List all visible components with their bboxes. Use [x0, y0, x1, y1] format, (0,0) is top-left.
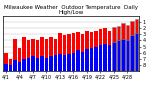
Bar — [13, 60, 17, 71]
Bar — [117, 40, 120, 71]
Bar — [103, 44, 107, 71]
Bar — [72, 53, 75, 71]
Bar — [135, 33, 138, 71]
Bar — [81, 34, 84, 71]
Bar — [27, 58, 30, 71]
Bar — [18, 48, 21, 71]
Bar — [58, 54, 62, 71]
Bar — [76, 50, 80, 71]
Bar — [99, 29, 102, 71]
Bar — [31, 56, 35, 71]
Bar — [63, 35, 66, 71]
Bar — [130, 21, 134, 71]
Bar — [72, 33, 75, 71]
Title: Milwaukee Weather  Outdoor Temperature  Daily High/Low: Milwaukee Weather Outdoor Temperature Da… — [4, 5, 138, 15]
Bar — [22, 37, 26, 71]
Bar — [135, 19, 138, 71]
Bar — [54, 39, 57, 71]
Bar — [121, 39, 125, 71]
Bar — [108, 45, 111, 71]
Bar — [121, 23, 125, 71]
Bar — [40, 37, 44, 71]
Bar — [112, 42, 116, 71]
Bar — [13, 39, 17, 71]
Bar — [31, 39, 35, 71]
Bar — [85, 49, 89, 71]
Bar — [36, 58, 39, 71]
Bar — [85, 31, 89, 71]
Bar — [22, 59, 26, 71]
Bar — [4, 53, 8, 71]
Bar — [108, 31, 111, 71]
Bar — [36, 40, 39, 71]
Bar — [81, 52, 84, 71]
Bar — [67, 34, 71, 71]
Bar — [9, 59, 12, 71]
Bar — [103, 28, 107, 71]
Bar — [27, 40, 30, 71]
Bar — [18, 62, 21, 71]
Bar — [49, 37, 53, 71]
Bar — [90, 32, 93, 71]
Bar — [76, 32, 80, 71]
Bar — [45, 39, 48, 71]
Bar — [90, 48, 93, 71]
Bar — [4, 64, 8, 71]
Bar — [117, 26, 120, 71]
Bar — [67, 54, 71, 71]
Bar — [126, 40, 129, 71]
Bar — [94, 47, 98, 71]
Bar — [63, 55, 66, 71]
Bar — [45, 58, 48, 71]
Bar — [49, 56, 53, 71]
Bar — [9, 65, 12, 71]
Bar — [130, 35, 134, 71]
Bar — [126, 25, 129, 71]
Bar — [112, 27, 116, 71]
Bar — [40, 56, 44, 71]
Bar — [54, 55, 57, 71]
Bar — [94, 31, 98, 71]
Bar — [58, 33, 62, 71]
Bar — [99, 45, 102, 71]
